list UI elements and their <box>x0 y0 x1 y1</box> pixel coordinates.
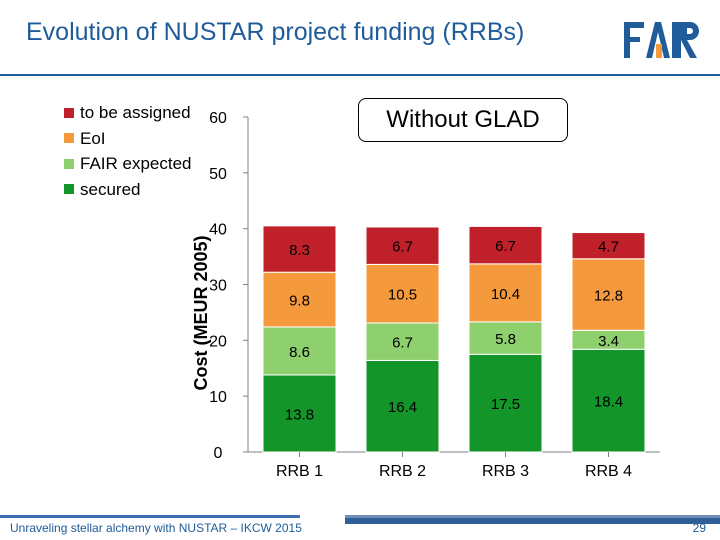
x-tick-label: RRB 2 <box>379 463 426 480</box>
legend-label: FAIR expected <box>80 154 192 173</box>
y-axis-title: Cost (MEUR 2005) <box>191 235 211 390</box>
bar-segment-secured <box>468 353 543 453</box>
y-tick-label: 40 <box>209 222 227 239</box>
footer-divider-left <box>0 515 300 518</box>
legend-label: EoI <box>80 128 106 148</box>
x-tick-label: RRB 3 <box>482 463 529 480</box>
bar-segment-fair-expected <box>468 321 543 355</box>
bar-segment-eoi <box>468 263 543 323</box>
data-label: 13.8 <box>285 406 314 423</box>
legend-item-eoi: EoI <box>64 126 192 152</box>
legend-swatch <box>64 133 74 144</box>
legend-item-fair-expected: FAIR expected <box>64 151 192 177</box>
slide-title: Evolution of NUSTAR project funding (RRB… <box>26 18 525 46</box>
bar-segment-fair-expected <box>262 326 337 376</box>
data-label: 6.7 <box>392 239 413 256</box>
legend-item-secured: secured <box>64 177 192 203</box>
page-number: 29 <box>692 521 706 535</box>
bar-segment-secured <box>262 374 337 453</box>
fair-logo <box>624 22 699 58</box>
without-glad-callout: Without GLAD <box>358 98 568 142</box>
y-tick-label: 30 <box>209 278 227 295</box>
bar-segment-secured <box>365 359 440 453</box>
chart-legend: to be assigned EoI FAIR expected secured <box>64 100 192 202</box>
bar-segment-to-be-assigned <box>468 225 543 265</box>
y-tick-label: 10 <box>209 389 227 406</box>
x-tick-label: RRB 4 <box>585 463 632 480</box>
data-label: 8.3 <box>289 242 310 259</box>
bar-segment-secured <box>571 348 646 453</box>
legend-label: to be assigned <box>80 103 191 122</box>
footer-divider-accent <box>345 515 720 518</box>
bar-segment-to-be-assigned <box>262 225 337 273</box>
bar-segment-to-be-assigned <box>571 232 646 260</box>
data-label: 4.7 <box>598 239 619 256</box>
footer-divider-right <box>345 518 720 524</box>
data-label: 6.7 <box>392 335 413 352</box>
footer-text: Unraveling stellar alchemy with NUSTAR –… <box>10 521 302 535</box>
data-label: 10.4 <box>491 286 520 303</box>
legend-swatch <box>64 107 74 118</box>
data-label: 17.5 <box>491 396 520 413</box>
y-tick-label: 20 <box>209 333 227 350</box>
data-label: 16.4 <box>388 399 417 416</box>
bar-segment-to-be-assigned <box>365 226 440 265</box>
legend-swatch <box>64 158 74 169</box>
legend-label: secured <box>80 179 141 199</box>
data-label: 6.7 <box>495 238 516 255</box>
y-tick-label: 50 <box>209 166 227 183</box>
data-label: 18.4 <box>594 394 623 411</box>
data-label: 12.8 <box>594 288 623 305</box>
bar-segment-eoi <box>571 258 646 331</box>
data-label: 3.4 <box>598 333 619 350</box>
legend-swatch <box>64 184 74 195</box>
data-label: 5.8 <box>495 331 516 348</box>
data-label: 10.5 <box>388 287 417 304</box>
x-tick-label: RRB 1 <box>276 463 323 480</box>
legend-item-to-be-assigned: to be assigned <box>64 100 192 126</box>
y-tick-label: 0 <box>214 445 223 462</box>
y-tick-label: 60 <box>209 110 227 127</box>
bar-segment-eoi <box>365 263 440 324</box>
data-label: 8.6 <box>289 344 310 361</box>
title-divider <box>0 74 720 76</box>
data-label: 9.8 <box>289 293 310 310</box>
